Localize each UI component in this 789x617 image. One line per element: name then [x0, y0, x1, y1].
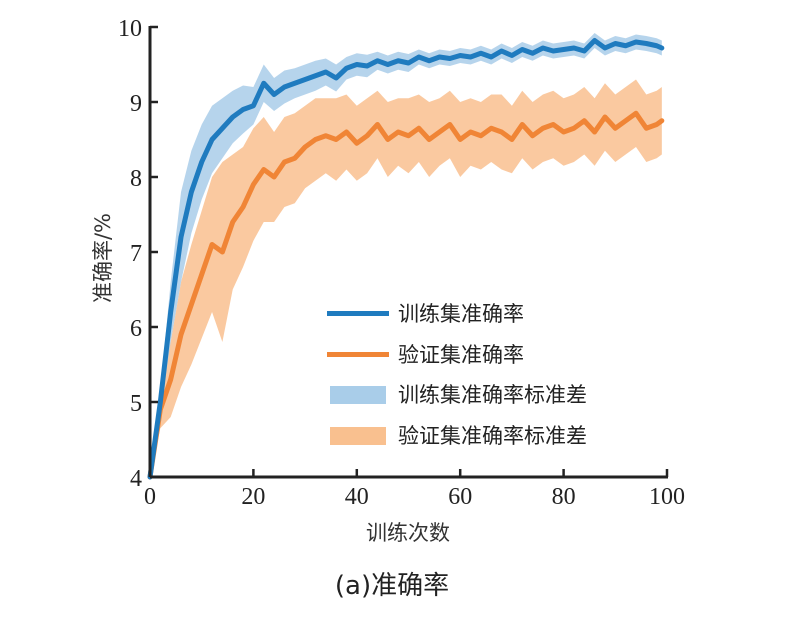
y-tick-label: 9 [130, 91, 142, 117]
mean-lines [147, 38, 665, 480]
series-line-train [147, 38, 665, 480]
y-tick-label: 7 [130, 241, 142, 267]
legend-swatch-val-line [327, 352, 389, 357]
y-tick-label: 10 [118, 16, 142, 42]
axes [148, 25, 669, 479]
x-tick-label: 60 [448, 484, 472, 510]
std-band-val [150, 79, 662, 477]
legend-label-val-std: 验证集准确率标准差 [398, 424, 587, 448]
x-axis-title: 训练次数 [366, 521, 450, 545]
legend-label-train-std: 训练集准确率标准差 [398, 383, 587, 407]
y-tick-label: 4 [130, 466, 142, 492]
x-tick-label: 80 [552, 484, 576, 510]
x-tick-label: 0 [144, 484, 156, 510]
std-bands [150, 33, 662, 477]
figure-caption: (a)准确率 [335, 571, 449, 601]
legend-label-val: 验证集准确率 [398, 343, 524, 367]
x-tick-label: 100 [649, 484, 685, 510]
y-tick-label: 5 [130, 391, 142, 417]
legend-label-train: 训练集准确率 [398, 302, 524, 326]
y-axis-title: 准确率/% [91, 213, 115, 303]
legend-swatch-train-line [327, 311, 389, 316]
y-tick-label: 6 [130, 316, 142, 342]
x-tick-label: 40 [345, 484, 369, 510]
legend-swatch-val-band [330, 427, 386, 445]
series-line-val [147, 110, 665, 480]
legend: 训练集准确率 验证集准确率 训练集准确率标准差 验证集准确率标准差 [327, 302, 587, 448]
legend-swatch-train-band [330, 386, 386, 404]
x-tick-label: 20 [241, 484, 265, 510]
y-tick-label: 8 [130, 166, 142, 192]
